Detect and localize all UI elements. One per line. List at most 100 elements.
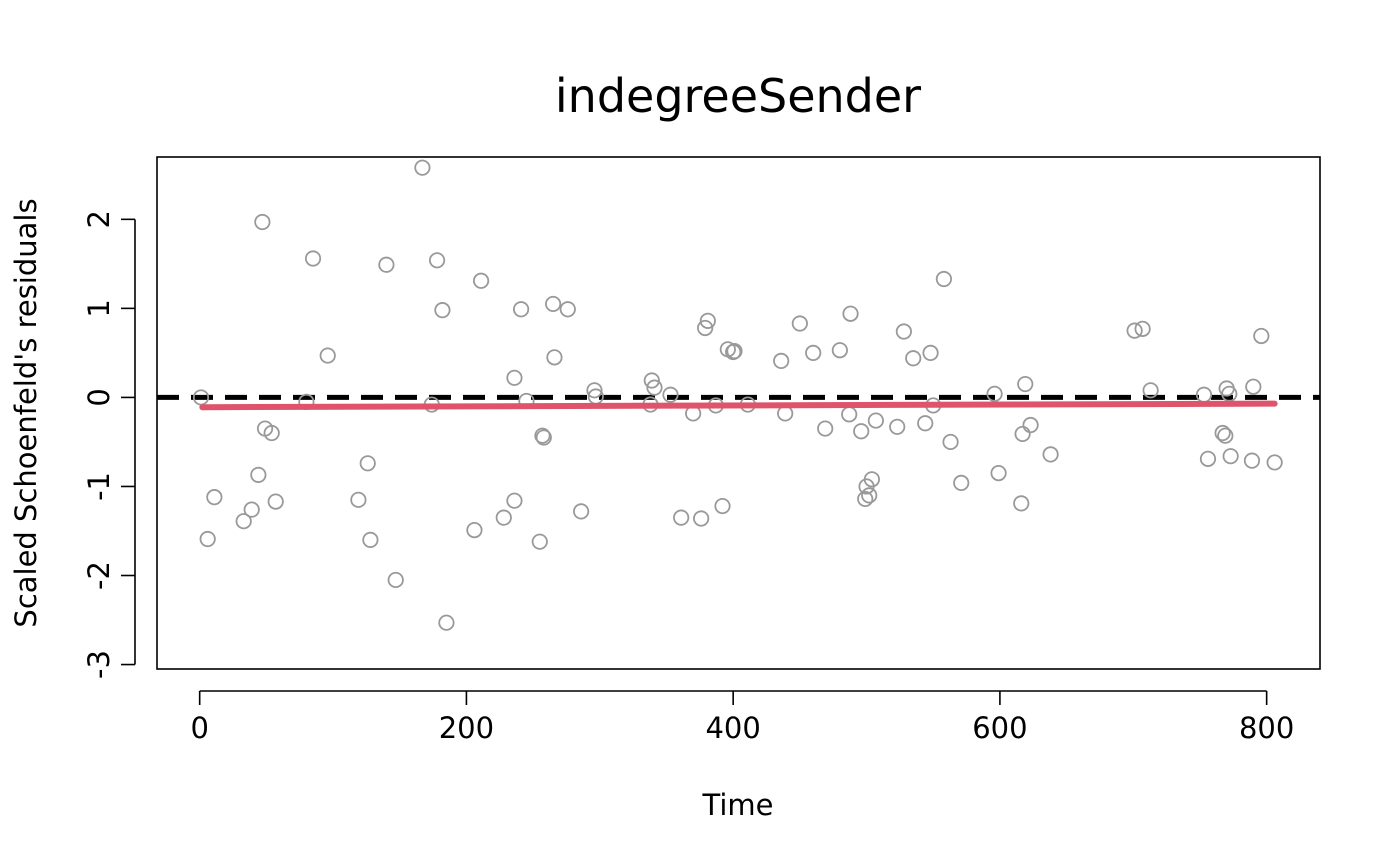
data-point [531,533,548,550]
data-point [817,420,834,437]
data-point [646,379,663,396]
points-layer [192,159,1283,631]
data-point [586,382,603,399]
data-point [773,352,790,370]
data-point [867,412,884,429]
data-point [643,372,660,389]
data-point [990,465,1007,482]
data-point [414,159,431,176]
data-point [428,252,446,269]
y-tick-label: 2 [82,210,116,228]
data-point [853,423,870,440]
data-point [254,213,271,231]
data-point [466,521,483,539]
data-point [841,406,858,423]
y-tick-label: -2 [82,561,116,590]
data-point [362,531,379,548]
data-point [263,424,280,442]
data-point [1022,416,1039,434]
data-point [199,530,216,548]
data-point [1217,427,1234,444]
data-point [922,344,939,361]
data-point [662,386,679,403]
data-point [857,490,874,508]
chart-title: indegreeSender [555,69,921,123]
y-tick-label: -1 [82,472,116,501]
data-point [1243,452,1261,469]
data-point [805,344,822,361]
data-point [917,415,934,432]
data-point [895,323,912,340]
data-point [726,343,743,360]
data-point [1142,382,1159,399]
data-point [573,503,590,520]
x-axis: 0 200 400 600 800 [190,690,1294,745]
data-point [699,312,716,329]
y-tick-label: 0 [82,388,116,406]
data-point [513,301,530,318]
data-point [546,349,563,366]
data-point [434,302,451,319]
data-point [986,385,1003,402]
data-point [673,509,690,526]
data-point [953,474,970,491]
data-point [545,295,562,313]
x-tick-label: 0 [190,711,208,745]
data-point [506,492,523,509]
data-point [861,487,878,504]
data-point [350,491,367,508]
trend-line [199,400,1278,411]
data-point [842,305,859,322]
data-point [304,250,322,267]
data-point [1199,450,1217,467]
data-point [235,513,252,530]
data-point [1222,448,1239,465]
data-point [319,347,336,364]
x-tick-label: 400 [705,711,760,745]
data-point [935,270,952,288]
data-point [243,501,260,518]
data-point [693,510,710,527]
data-point [378,256,395,273]
data-point [889,418,906,435]
data-point [714,497,731,515]
data-point [559,301,576,318]
x-tick-label: 800 [1239,711,1294,745]
data-point [438,614,455,631]
y-axis-label: Scaled Schoenfeld's residuals [9,198,43,627]
data-point [1253,327,1270,345]
data-point [1134,320,1151,337]
x-axis-label: Time [702,788,774,822]
data-point [905,350,922,367]
data-point [1266,454,1283,471]
data-point [777,405,794,422]
data-point [831,342,848,359]
data-point [1017,375,1034,393]
data-point [387,571,404,589]
data-point [791,315,808,332]
data-point [206,489,223,506]
data-point [1126,322,1143,339]
y-tick-label: -3 [82,650,116,679]
plot-frame [156,156,1321,670]
data-point [535,429,552,446]
data-point [1042,446,1059,463]
x-tick-label: 200 [439,711,494,745]
data-point [506,369,523,386]
data-point [697,319,714,337]
data-point [1014,425,1031,443]
data-point [495,509,512,526]
data-point [1195,386,1213,403]
data-point [472,272,490,289]
x-tick-label: 600 [972,711,1027,745]
data-point [267,493,284,510]
data-point [534,427,551,444]
data-point [1214,424,1231,442]
data-point [359,455,376,472]
data-point [863,471,880,488]
data-point [1013,495,1030,512]
data-point [250,466,267,483]
data-point [1245,378,1262,395]
y-axis: -3 -2 -1 0 1 2 [82,210,136,679]
